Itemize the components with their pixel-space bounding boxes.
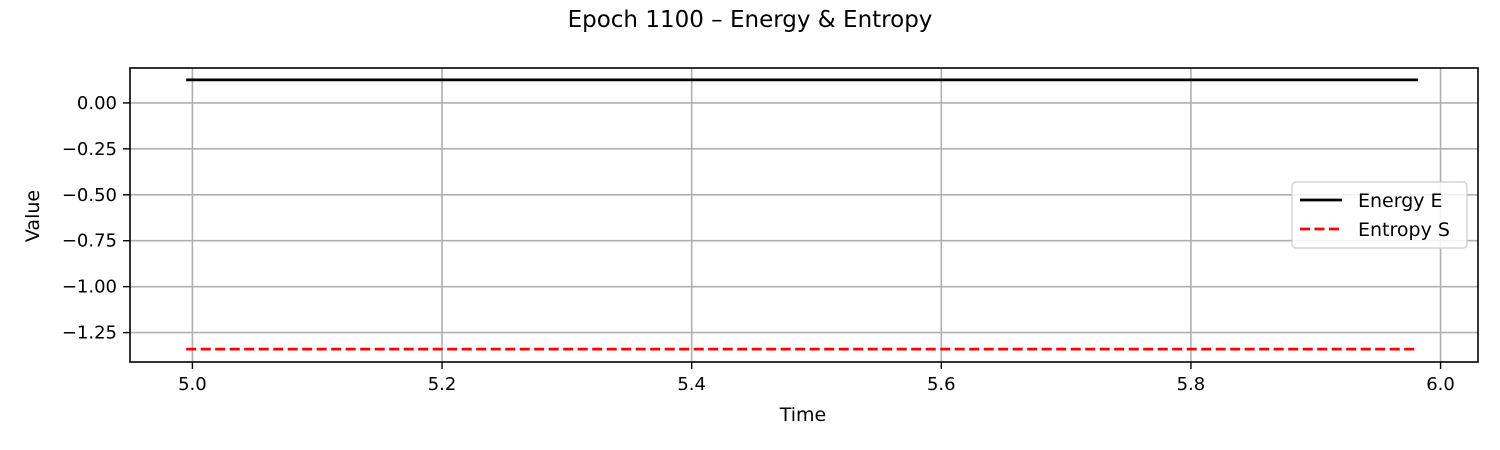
legend-label: Entropy S	[1358, 219, 1450, 241]
x-tick-label: 5.8	[1177, 374, 1206, 395]
y-tick-label: −1.00	[62, 277, 117, 298]
x-tick-label: 5.6	[927, 374, 956, 395]
legend-box	[1291, 181, 1468, 249]
x-axis-label: Time	[779, 404, 827, 426]
y-tick-label: −1.25	[62, 323, 117, 344]
plot-area-frame	[129, 67, 1479, 363]
y-axis-label: Value	[22, 190, 44, 242]
y-tick-label: −0.25	[62, 139, 117, 160]
x-tick-label: 5.2	[428, 374, 457, 395]
y-tick-label: −0.50	[62, 185, 117, 206]
legend-label: Energy E	[1358, 190, 1443, 212]
chart-title: Epoch 1100 – Energy & Entropy	[568, 7, 933, 33]
y-axis-ticks: 0.00 −0.25 −0.50 −0.75 −1.00 −1.25	[62, 93, 130, 344]
plot-series	[186, 78, 1419, 351]
grid	[130, 68, 1478, 362]
x-axis-ticks: 5.0 5.2 5.4 5.6 5.8 6.0	[178, 362, 1455, 395]
legend: Energy E Entropy S	[1291, 181, 1468, 249]
y-tick-label: −0.75	[62, 231, 117, 252]
y-tick-label: 0.00	[77, 93, 117, 114]
x-tick-label: 5.4	[677, 374, 706, 395]
x-tick-label: 5.0	[178, 374, 207, 395]
x-tick-label: 6.0	[1426, 374, 1455, 395]
